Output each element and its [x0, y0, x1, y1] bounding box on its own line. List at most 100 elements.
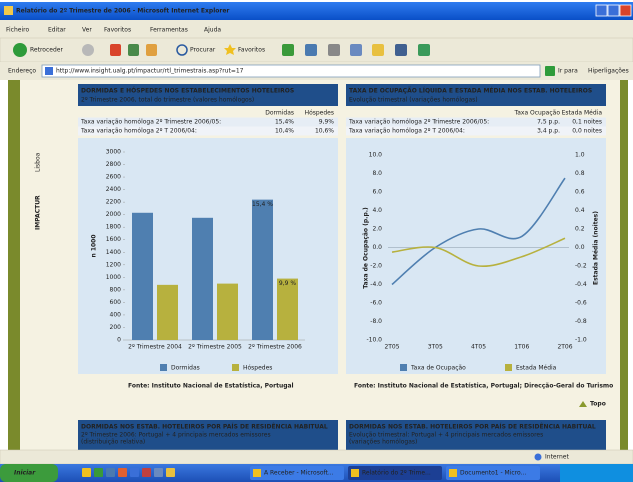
- chart-source: Fonte: Instituto Nacional de Estatística…: [128, 383, 294, 390]
- legend-swatch: [400, 364, 407, 371]
- go-label[interactable]: Ir para: [558, 68, 578, 75]
- y2-tick-label: 0.2: [575, 226, 585, 233]
- panel-subtitle: Evolução trimestral: Portugal + 4 princi…: [349, 432, 543, 439]
- task-label[interactable]: A Receber - Microsoft...: [264, 470, 334, 477]
- menu-item[interactable]: Ficheiro: [6, 27, 29, 34]
- y-tick-label: 2800: [106, 161, 121, 168]
- menu-item[interactable]: Favoritos: [104, 27, 131, 34]
- bar: [132, 212, 153, 340]
- back-icon[interactable]: [13, 43, 27, 57]
- legend-swatch: [505, 364, 512, 371]
- table-header: Dormidas: [265, 110, 294, 117]
- y-tick-label: 2600: [106, 174, 121, 181]
- y-tick-label: -6.0: [370, 300, 382, 307]
- legend-swatch: [160, 364, 167, 371]
- y-tick-label: 0.0: [372, 244, 382, 251]
- start-button: [0, 464, 58, 482]
- x-tick-label: 2º Trimestre 2004: [128, 344, 182, 351]
- y-tick-label: 2200: [106, 199, 121, 206]
- refresh-icon: [128, 44, 139, 56]
- task-label[interactable]: Relatório do 2º Trime...: [362, 470, 431, 477]
- legend-label: Taxa de Ocupação: [410, 365, 466, 372]
- legend-label: Hóspedes: [243, 365, 272, 372]
- y2-tick-label: -0.8: [575, 318, 587, 325]
- x-tick-label: 4T05: [471, 344, 486, 351]
- panel-subtitle: 2º Trimestre 2006, total do trimestre (v…: [81, 97, 254, 104]
- y-tick-label: 3000: [106, 149, 121, 156]
- bar: [157, 284, 178, 340]
- table-cell: Taxa variação homóloga 2º Trimestre 2006…: [80, 119, 221, 126]
- y-tick-label: 8.0: [372, 170, 382, 177]
- quick-launch-icon: [118, 468, 127, 477]
- y-tick-label: 800: [110, 286, 122, 293]
- toolbar-icon: [282, 44, 294, 56]
- table-cell: Taxa variação homóloga 2º T 2006/04:: [80, 128, 197, 135]
- bar: [192, 217, 213, 340]
- y-tick-label: 6.0: [372, 189, 382, 196]
- task-label[interactable]: Documento1 - Micro...: [460, 470, 526, 477]
- x-tick-label: 3T05: [428, 344, 443, 351]
- panel-subtitle: (distribuição relativa): [81, 439, 145, 446]
- start-label[interactable]: Iniciar: [14, 470, 36, 477]
- table-cell: 9,9%: [319, 119, 335, 126]
- y2-tick-label: 0.6: [575, 189, 585, 196]
- chart-source: Fonte: Instituto Nacional de Estatística…: [354, 383, 613, 390]
- panel-title: DORMIDAS E HÓSPEDES NOS ESTABELECIMENTOS…: [81, 88, 294, 95]
- y2-tick-label: 0.0: [575, 244, 585, 251]
- bar-annotation: 9,9 %: [279, 280, 296, 287]
- favorites-icon[interactable]: [224, 44, 236, 55]
- x-tick-label: 1T06: [514, 344, 529, 351]
- toolbar-label[interactable]: Retroceder: [30, 47, 63, 54]
- quick-launch-icon: [130, 468, 139, 477]
- stop-icon: [110, 44, 121, 56]
- y-tick-label: 4.0: [372, 207, 382, 214]
- task-icon: [449, 469, 457, 477]
- topo-icon[interactable]: [579, 401, 587, 407]
- menu-item[interactable]: Ajuda: [204, 27, 221, 34]
- y2-tick-label: -1.0: [575, 337, 587, 344]
- y-tick-label: 600: [110, 299, 122, 306]
- menu-item[interactable]: Ver: [82, 27, 92, 34]
- y-tick-label: -8.0: [370, 318, 382, 325]
- quick-launch-icon: [142, 468, 151, 477]
- bar-annotation: 15,4 %: [252, 201, 273, 208]
- panel-title: DORMIDAS NOS ESTAB. HOTELEIROS POR PAÍS …: [81, 423, 328, 431]
- y-tick-label: 1200: [106, 261, 121, 268]
- bar: [217, 283, 238, 340]
- x-tick-label: 2º Trimestre 2005: [188, 344, 242, 351]
- bar: [277, 278, 298, 340]
- line-series: [391, 177, 566, 286]
- quick-launch-icon: [106, 468, 115, 477]
- menu-bar: [0, 20, 633, 38]
- topo-link[interactable]: Topo: [590, 401, 606, 408]
- zone-icon: [534, 453, 542, 461]
- toolbar-icon: [350, 44, 362, 56]
- panel-header: [78, 420, 338, 452]
- table-cell: 0,0 noites: [572, 128, 602, 135]
- legend-swatch: [232, 364, 239, 371]
- forward-icon[interactable]: [82, 44, 94, 56]
- y2-tick-label: -0.2: [575, 263, 587, 270]
- address-url[interactable]: http://www.insight.ualg.pt/impactur/rtl_…: [56, 68, 244, 75]
- table-row: [346, 117, 606, 127]
- y-axis-label: Taxa de Ocupação (p.p.): [363, 207, 370, 289]
- quick-launch-icon: [166, 468, 175, 477]
- y2-tick-label: 0.4: [575, 207, 585, 214]
- toolbar-label[interactable]: Procurar: [190, 47, 216, 54]
- window-icon: [4, 6, 13, 15]
- task-button: [348, 466, 442, 480]
- links-label[interactable]: Hiperligações: [588, 68, 629, 75]
- panel-subtitle: 2º Trimestre 2006: Portugal + 4 principa…: [81, 432, 271, 439]
- window-button: [607, 4, 620, 17]
- toolbar-label[interactable]: Favoritos: [238, 47, 265, 54]
- y-tick-label: -4.0: [370, 281, 382, 288]
- menu-item[interactable]: Ferramentas: [150, 27, 188, 34]
- panel-header: [78, 84, 338, 106]
- search-icon[interactable]: [176, 44, 188, 56]
- task-icon: [351, 469, 359, 477]
- menu-item[interactable]: Editar: [48, 27, 66, 34]
- y-tick-label: 2400: [106, 186, 121, 193]
- toolbar-icon: [418, 44, 430, 56]
- title-bar: [0, 2, 633, 20]
- x-tick-label: 2º Trimestre 2006: [248, 344, 302, 351]
